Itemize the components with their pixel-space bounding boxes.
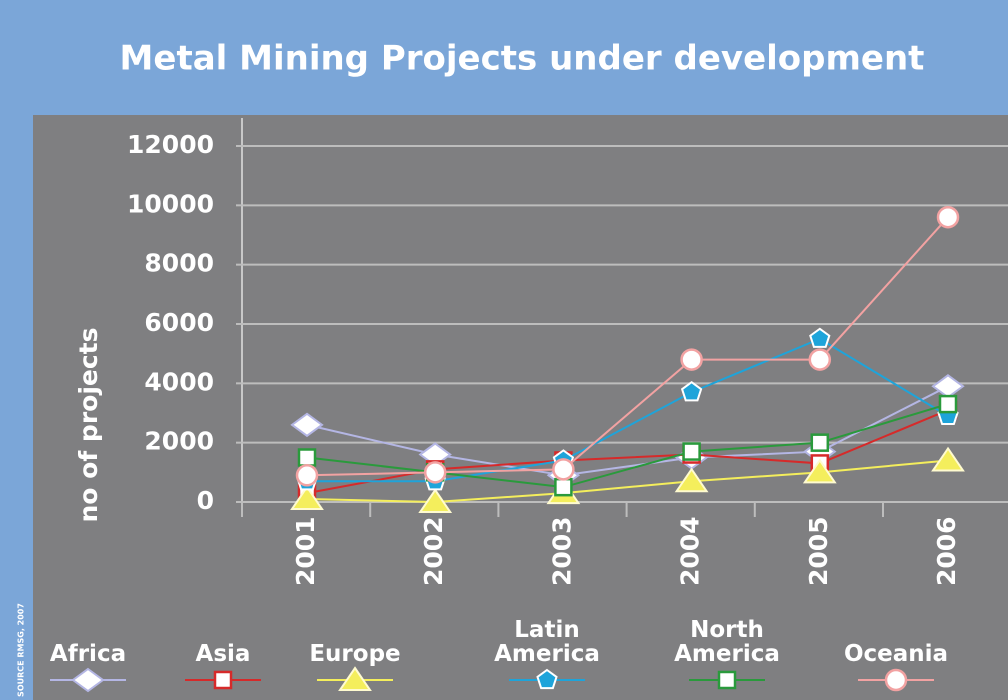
marker — [936, 205, 960, 229]
x-tick-label: 2005 — [804, 516, 833, 586]
series-line — [306, 385, 949, 477]
y-tick-label: 6000 — [144, 308, 214, 337]
source-note: SOURCE RMSG, 2007 — [17, 603, 26, 697]
series-line — [306, 459, 949, 504]
marker — [297, 448, 317, 467]
marker — [418, 488, 453, 513]
y-axis-label: no of projects — [74, 327, 103, 522]
marker — [682, 442, 701, 461]
legend-marker — [717, 670, 737, 690]
legend-label: Europe — [309, 641, 401, 667]
legend-label: North America — [674, 617, 780, 667]
marker — [808, 348, 832, 371]
series-line — [307, 337, 949, 483]
y-tick-label: 2000 — [144, 427, 214, 456]
legend-marker — [884, 668, 908, 692]
legend-marker — [71, 667, 105, 693]
legend-marker — [536, 668, 558, 690]
chart-title: Metal Mining Projects under development — [120, 39, 925, 79]
x-tick-label: 2006 — [932, 516, 961, 586]
plot-area — [33, 115, 1008, 700]
marker — [810, 433, 830, 452]
legend-label: Oceania — [843, 641, 949, 667]
legend-label: Asia — [195, 641, 251, 667]
marker — [680, 380, 703, 402]
y-tick-label: 12000 — [127, 130, 214, 159]
x-tick-label: 2002 — [419, 516, 448, 586]
y-tick-label: 10000 — [127, 189, 214, 218]
marker — [680, 348, 703, 371]
y-tick-label: 4000 — [144, 367, 214, 396]
legend-label: Africa — [49, 641, 127, 667]
marker — [809, 327, 831, 348]
series-line — [306, 216, 949, 477]
marker — [931, 446, 965, 472]
x-tick-label: 2003 — [547, 516, 576, 586]
legend-label: Latin America — [494, 617, 600, 667]
marker — [554, 477, 573, 497]
marker — [423, 461, 447, 484]
marker — [295, 464, 319, 487]
legend-marker — [213, 670, 233, 690]
x-tick-label: 2004 — [676, 516, 705, 586]
marker — [290, 485, 324, 511]
marker — [290, 412, 324, 438]
series-line — [306, 403, 949, 489]
marker — [552, 458, 575, 481]
marker — [938, 394, 958, 414]
y-tick-label: 0 — [197, 486, 214, 515]
y-tick-label: 8000 — [144, 249, 214, 278]
marker — [674, 467, 709, 493]
series — [295, 205, 960, 487]
x-tick-label: 2001 — [291, 516, 320, 586]
legend-marker — [338, 666, 372, 691]
marker — [802, 458, 837, 484]
